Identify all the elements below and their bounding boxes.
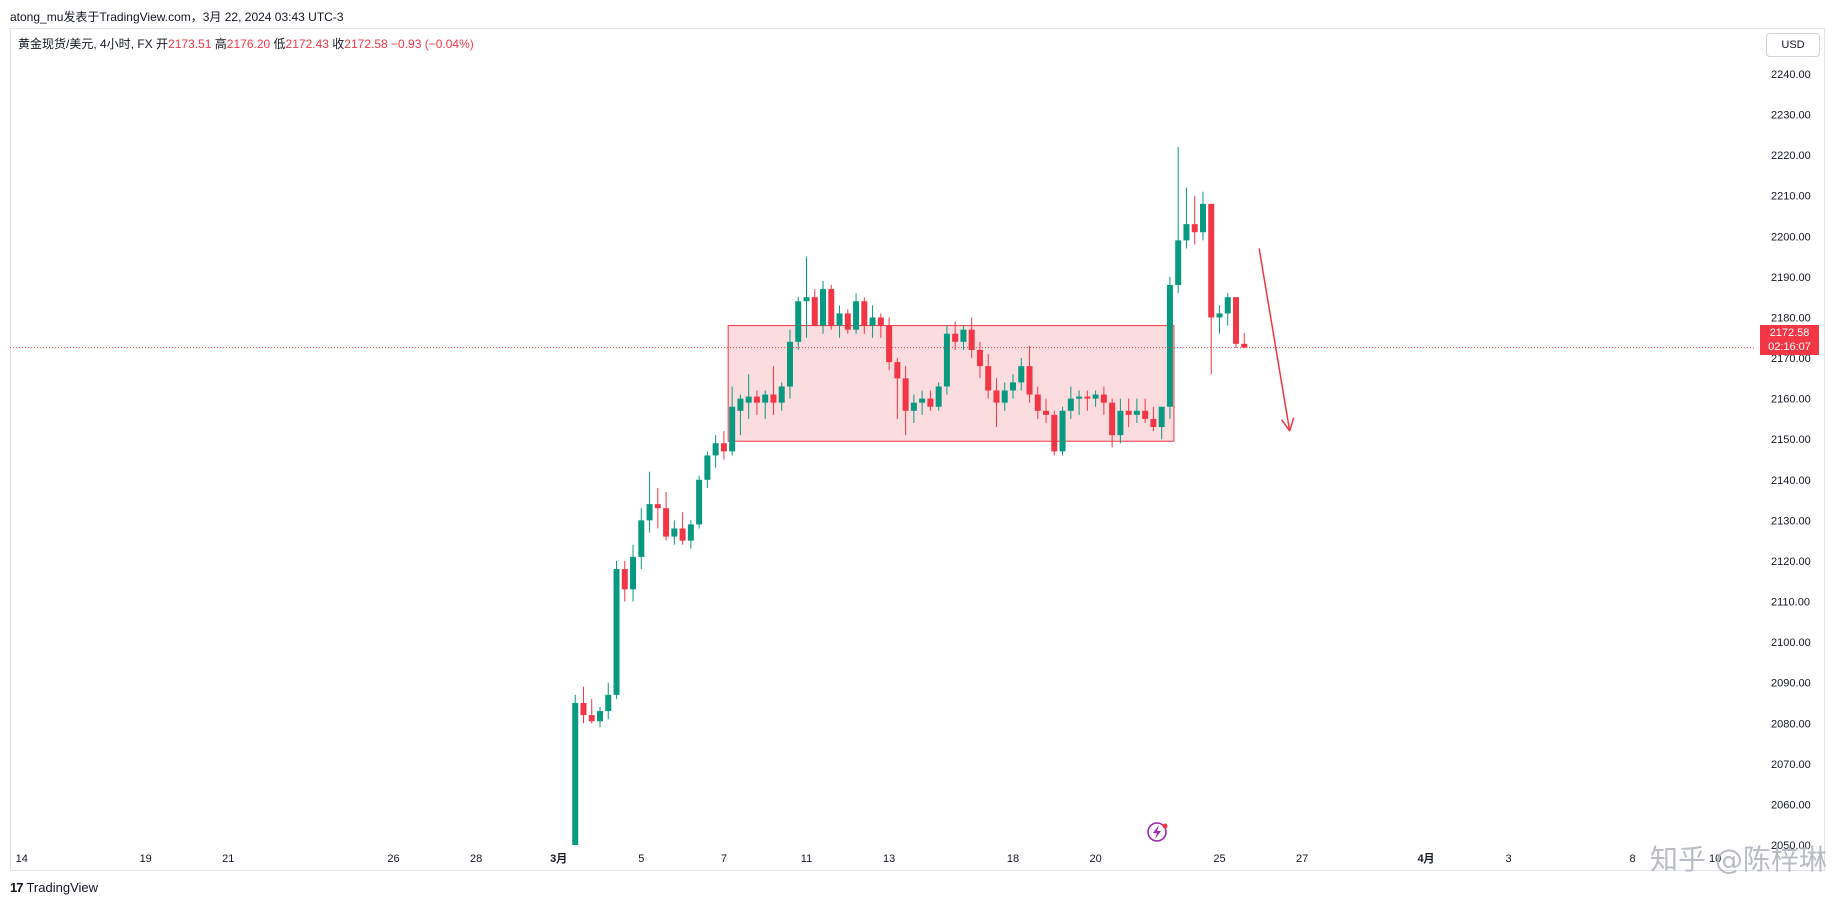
- countdown-value: 02:16:07: [1768, 341, 1811, 353]
- currency-button[interactable]: USD: [1766, 33, 1820, 57]
- low-label: 低: [273, 37, 286, 51]
- low-value: 2172.43: [285, 37, 329, 51]
- chart-frame: [10, 28, 1825, 871]
- publisher-line: atong_mu发表于TradingView.com，3月 22, 2024 0…: [10, 10, 344, 24]
- symbol-label[interactable]: 黄金现货/美元, 4小时, FX: [18, 37, 153, 51]
- watermark: 知乎 @陈梓琳: [1650, 843, 1827, 876]
- open-label: 开: [156, 37, 169, 51]
- tradingview-logo-icon: 17: [10, 880, 24, 895]
- high-value: 2176.20: [226, 37, 271, 51]
- close-value: 2172.58: [344, 37, 388, 51]
- open-value: 2173.51: [168, 37, 212, 51]
- last-price-value: 2172.58: [1769, 327, 1810, 339]
- brand-name: TradingView: [26, 880, 99, 895]
- change-value: −0.93 (−0.04%): [391, 37, 474, 51]
- publisher-bar: atong_mu发表于TradingView.com，3月 22, 2024 0…: [0, 0, 1835, 28]
- high-label: 高: [214, 37, 227, 51]
- tradingview-brand[interactable]: 17 TradingView: [10, 880, 98, 895]
- ohlc-legend: 黄金现货/美元, 4小时, FX 开2173.51 高2176.20 低2172…: [18, 35, 474, 52]
- close-label: 收: [332, 37, 345, 51]
- last-price-tag: 2172.58 02:16:07: [1760, 325, 1819, 355]
